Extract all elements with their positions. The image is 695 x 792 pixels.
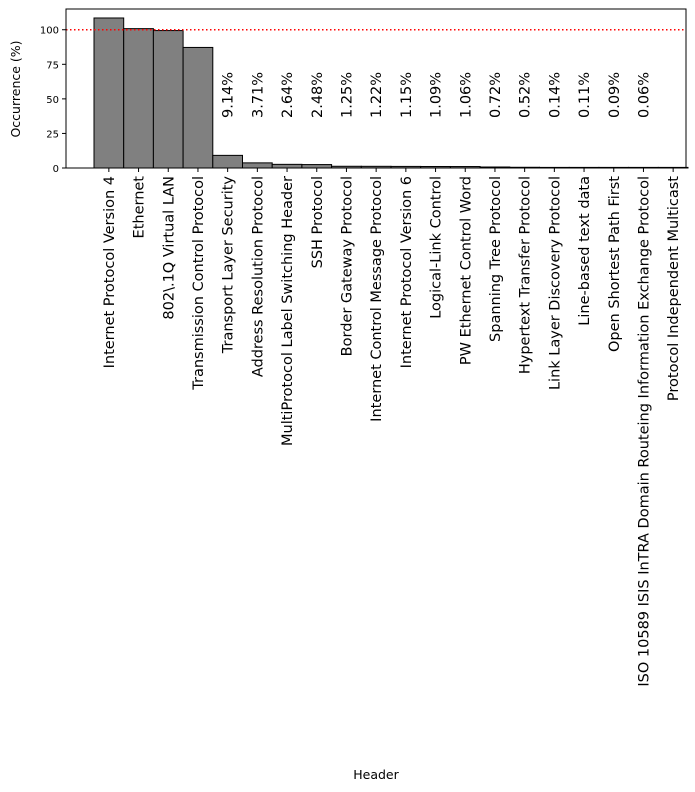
y-ticks-group: 0 25 50 75 100 — [40, 26, 66, 175]
x-tick-label: Internet Protocol Version 6 — [399, 176, 415, 368]
data-label: 0.11% — [577, 72, 593, 118]
data-label: 0.06% — [636, 72, 652, 118]
y-axis-title: Occurrence (%) — [8, 40, 23, 137]
data-label: 1.22% — [369, 72, 385, 118]
x-axis-title: Header — [353, 767, 399, 782]
data-label: 1.06% — [458, 72, 474, 118]
data-label: 0.52% — [518, 72, 534, 118]
x-tick-label: ISO 10589 ISIS InTRA Domain Routeing Inf… — [636, 176, 652, 687]
data-label: 0.14% — [547, 72, 563, 118]
y-tick-label: 100 — [40, 26, 59, 37]
data-label: 1.15% — [399, 72, 415, 118]
x-ticks-group: Internet Protocol Version 4 Ethernet 802\.… — [102, 168, 682, 687]
bar — [93, 17, 125, 169]
bar — [212, 154, 244, 169]
x-tick-label: Ethernet — [132, 176, 148, 239]
x-tick-label: Transport Layer Security — [221, 176, 237, 355]
x-tick-label: Link Layer Discovery Protocol — [547, 176, 563, 390]
data-label: 2.64% — [280, 72, 296, 118]
bar — [271, 163, 303, 169]
bars-group — [93, 17, 689, 169]
data-label: 0.72% — [488, 72, 504, 118]
x-tick-label: Spanning Tree Protocol — [488, 176, 504, 342]
x-tick-label: SSH Protocol — [310, 176, 326, 268]
data-label: 9.14% — [221, 72, 237, 118]
x-tick-label: Line-based text data — [577, 176, 593, 326]
bar — [152, 30, 184, 169]
y-tick-label: 75 — [46, 60, 59, 71]
x-tick-label: Hypertext Transfer Protocol — [518, 176, 534, 374]
x-tick-label: Address Resolution Protocol — [250, 176, 266, 377]
bar — [242, 162, 273, 169]
x-tick-label: PW Ethernet Control Word — [458, 176, 474, 365]
x-tick-label: 802\.1Q Virtual LAN — [161, 176, 177, 320]
x-tick-label: Border Gateway Protocol — [339, 176, 355, 356]
data-label: 2.48% — [310, 72, 326, 118]
x-tick-label: Internet Control Message Protocol — [369, 176, 385, 422]
data-label: 1.25% — [339, 72, 355, 118]
x-tick-label: MultiProtocol Label Switching Header — [280, 176, 296, 446]
data-label: 0.09% — [607, 72, 623, 118]
x-tick-label: Transmission Control Protocol — [191, 176, 207, 391]
data-label: 3.71% — [250, 72, 266, 118]
data-labels-group: 9.14% 3.71% 2.64% 2.48% 1.25% 1.22% 1.15% 1.09%… — [221, 72, 653, 118]
x-tick-label: Logical-Link Control — [429, 176, 445, 319]
bar — [301, 164, 333, 169]
bar — [182, 46, 214, 169]
x-tick-label: Internet Protocol Version 4 — [102, 176, 118, 368]
y-tick-label: 25 — [46, 129, 59, 140]
x-tick-label: Protocol Independent Multicast — [666, 176, 682, 401]
x-tick-label: Open Shortest Path First — [607, 176, 623, 352]
data-label: 1.09% — [429, 72, 445, 118]
y-tick-label: 50 — [46, 95, 59, 106]
y-tick-label: 0 — [53, 164, 59, 175]
bar — [123, 28, 154, 169]
